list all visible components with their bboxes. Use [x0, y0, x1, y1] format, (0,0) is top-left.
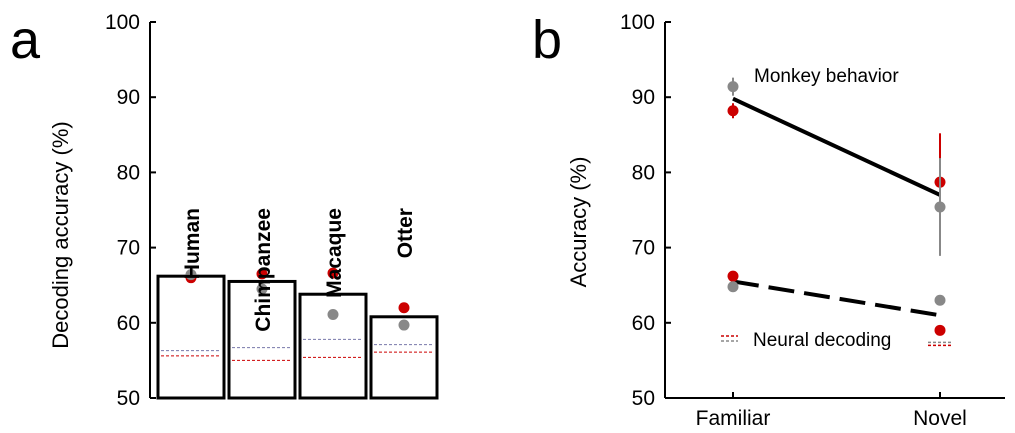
panel-b-yticks: 50 60 70 80 90 100	[620, 11, 671, 410]
point-chimpanzee	[256, 283, 268, 295]
point-otter	[398, 319, 410, 331]
panel-a-ytick-label: 70	[117, 237, 140, 260]
panel-a-chance-lines	[161, 338, 434, 361]
point-novel	[934, 294, 946, 306]
panel-b-xtick-label-novel: Novel	[913, 407, 967, 430]
point-familiar	[727, 270, 739, 282]
panel-b-xtick-label-familiar: Familiar	[696, 407, 771, 430]
point-novel	[934, 324, 946, 336]
panel-a-ytick-label: 50	[117, 387, 140, 410]
point-chimpanzee	[256, 268, 268, 280]
point-human	[185, 269, 197, 281]
panel-b-ytick-label: 70	[632, 237, 655, 260]
point-familiar	[727, 281, 739, 293]
panel-b-chance-lines	[928, 341, 952, 347]
category-label-human: Human	[181, 208, 204, 279]
line-neural-decoding	[732, 279, 941, 318]
bar-chimpanzee	[227, 279, 297, 400]
panel-b-lines	[732, 96, 941, 318]
panel-b-ytick-label: 50	[632, 387, 655, 410]
panel-b: b Accuracy (%) 50 60 70 80 90 100 Familiar Nov…	[532, 10, 1005, 430]
line-monkey-behavior	[732, 96, 941, 197]
panel-a-category-labels: Human Chimpanzee Macaque Otter	[181, 208, 417, 332]
panel-b-letter: b	[532, 10, 562, 70]
panel-a-yticks: 50 60 70 80 90 100	[105, 11, 156, 410]
panel-a: a Decoding accuracy (%) 50 60 70 80 90 100 Hu…	[10, 10, 439, 410]
panel-a-ytick-label: 80	[117, 161, 140, 184]
annotation-monkey-behavior: Monkey behavior	[754, 66, 899, 87]
point-macaque	[327, 309, 339, 321]
panel-a-points	[185, 267, 410, 331]
point-otter	[398, 302, 410, 314]
category-label-otter: Otter	[394, 208, 417, 258]
panel-a-ytick-label: 100	[105, 11, 140, 34]
panel-b-ytick-label: 90	[632, 86, 655, 109]
panel-a-ytick-label: 60	[117, 312, 140, 335]
bar-otter	[369, 315, 439, 400]
legend-label-neural-decoding: Neural decoding	[753, 330, 891, 351]
bar-macaque	[298, 292, 368, 400]
panel-b-legend: Neural decoding	[721, 330, 891, 351]
category-label-macaque: Macaque	[323, 208, 346, 298]
bar-human	[156, 274, 226, 400]
point-novel	[934, 201, 946, 213]
panel-a-bars	[156, 274, 439, 400]
panel-b-ytick-label: 60	[632, 312, 655, 335]
panel-b-points	[727, 77, 946, 336]
point-macaque	[327, 267, 339, 279]
point-familiar	[727, 105, 739, 117]
panel-a-ytick-label: 90	[117, 86, 140, 109]
panel-b-ytick-label: 80	[632, 161, 655, 184]
panel-a-letter: a	[10, 10, 41, 70]
category-label-chimpanzee: Chimpanzee	[252, 208, 275, 332]
panel-b-ytick-label: 100	[620, 11, 655, 34]
panel-b-xticks: Familiar Novel	[696, 392, 967, 430]
panel-b-ylabel: Accuracy (%)	[566, 157, 591, 288]
point-familiar	[727, 81, 739, 93]
panel-a-ylabel: Decoding accuracy (%)	[48, 121, 73, 348]
